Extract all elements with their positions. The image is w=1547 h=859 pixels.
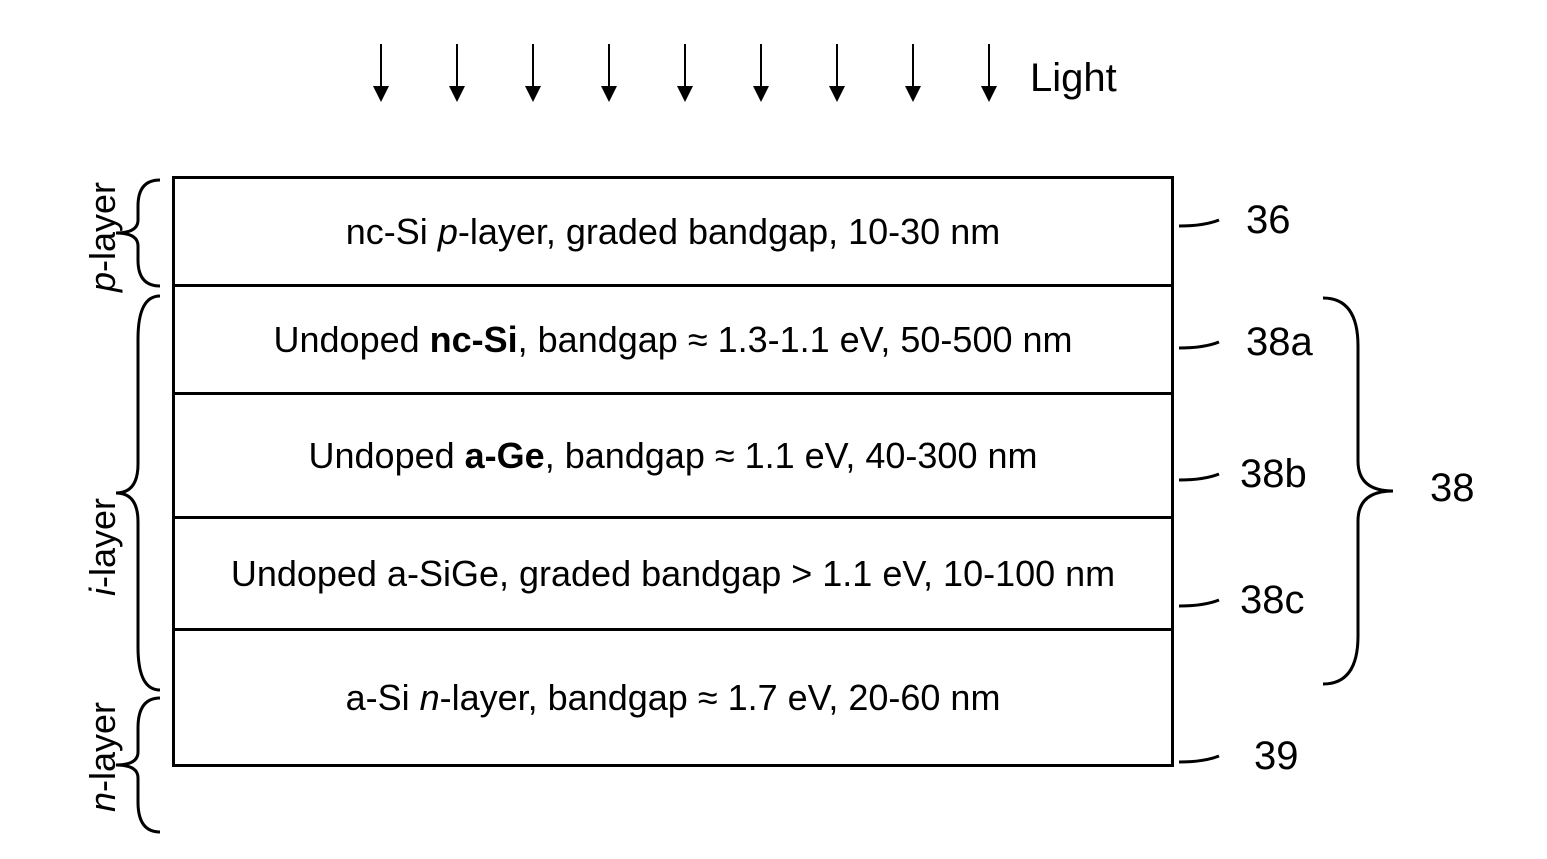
light-arrow-icon: [532, 44, 534, 100]
light-arrow-icon: [988, 44, 990, 100]
light-arrow-icon: [760, 44, 762, 100]
light-arrow-icon: [456, 44, 458, 100]
light-arrow-icon: [912, 44, 914, 100]
ref-group-38: 38: [1430, 466, 1475, 511]
layer-i-c: Undoped a-SiGe, graded bandgap > 1.1 eV,…: [175, 516, 1171, 628]
figure-root: Light nc-Si p-layer, graded bandgap, 10-…: [0, 0, 1547, 859]
ref-38b: 38b: [1240, 452, 1307, 497]
brace-i-right: [1318, 296, 1398, 686]
ref-38c: 38c: [1240, 578, 1305, 623]
layer-text: Undoped a-SiGe, graded bandgap > 1.1 eV,…: [231, 553, 1115, 594]
brace-p-left: [110, 178, 165, 288]
layer-n: a-Si n-layer, bandgap ≈ 1.7 eV, 20-60 nm: [175, 628, 1171, 764]
layer-text: a-Si n-layer, bandgap ≈ 1.7 eV, 20-60 nm: [346, 677, 1001, 718]
light-arrow-icon: [836, 44, 838, 100]
light-arrow-icon: [684, 44, 686, 100]
layer-text: Undoped nc-Si, bandgap ≈ 1.3-1.1 eV, 50-…: [274, 319, 1073, 360]
light-arrows-group: [360, 44, 1020, 144]
brace-i-left: [110, 294, 165, 692]
brace-n-left: [110, 696, 165, 834]
layer-stack: nc-Si p-layer, graded bandgap, 10-30 nm …: [172, 176, 1174, 767]
layer-i-b: Undoped a-Ge, bandgap ≈ 1.1 eV, 40-300 n…: [175, 392, 1171, 516]
ref-38a: 38a: [1246, 320, 1313, 365]
light-arrow-icon: [380, 44, 382, 100]
layer-text: Undoped a-Ge, bandgap ≈ 1.1 eV, 40-300 n…: [309, 435, 1038, 476]
layer-p: nc-Si p-layer, graded bandgap, 10-30 nm: [175, 179, 1171, 284]
light-label: Light: [1030, 56, 1117, 101]
ref-36: 36: [1246, 198, 1291, 243]
layer-text: nc-Si p-layer, graded bandgap, 10-30 nm: [346, 211, 1000, 252]
ref-conn: [1174, 176, 1324, 846]
light-arrow-icon: [608, 44, 610, 100]
ref-39: 39: [1254, 734, 1299, 779]
layer-i-a: Undoped nc-Si, bandgap ≈ 1.3-1.1 eV, 50-…: [175, 284, 1171, 392]
